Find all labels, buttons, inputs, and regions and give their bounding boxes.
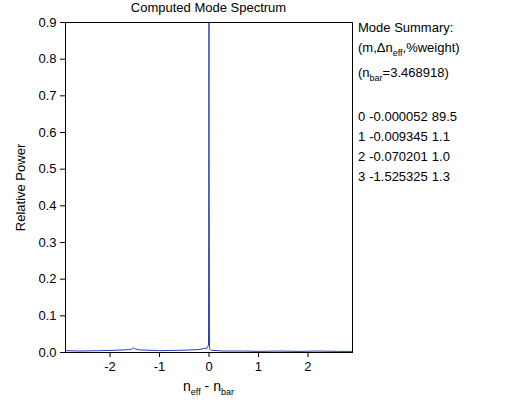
- html-text:2 -0.070201 1.0: 2 -0.070201 1.0: [358, 149, 450, 165]
- html-text:1 -0.009345 1.1: 1 -0.009345 1.1: [358, 129, 450, 145]
- svg-text:0.6: 0.6: [38, 125, 56, 140]
- svg-text:-2: -2: [104, 359, 116, 374]
- svg-text:0.3: 0.3: [38, 235, 56, 250]
- svg-text:2: 2: [304, 359, 311, 374]
- html-text:neff- nbar: neff- nbar: [183, 378, 234, 397]
- html-text:Computed Mode Spectrum: Computed Mode Spectrum: [130, 0, 287, 15]
- svg-text:0.5: 0.5: [38, 161, 56, 176]
- svg-text:0: 0: [205, 359, 212, 374]
- html-text:(nbar=3.468918): (nbar=3.468918): [358, 64, 449, 83]
- svg-text:0.1: 0.1: [38, 308, 56, 323]
- svg-text:0.0: 0.0: [38, 345, 56, 360]
- html-text:Mode Summary:: Mode Summary:: [358, 20, 454, 35]
- svg-text:0.9: 0.9: [38, 15, 56, 30]
- svg-text:0.7: 0.7: [38, 88, 56, 103]
- svg-text:0.8: 0.8: [38, 51, 56, 66]
- svg-text:0.2: 0.2: [38, 271, 56, 286]
- html-text:(m,Δneff,%weight): (m,Δneff,%weight): [358, 40, 460, 58]
- svg-text:0.4: 0.4: [38, 198, 56, 213]
- html-text:0 -0.000052 89.5: 0 -0.000052 89.5: [358, 109, 458, 125]
- svg-text:1: 1: [255, 359, 262, 374]
- svg-text:-1: -1: [154, 359, 166, 374]
- html-text:3 -1.525325 1.3: 3 -1.525325 1.3: [358, 169, 450, 185]
- svg-text:Relative Power: Relative Power: [13, 143, 28, 231]
